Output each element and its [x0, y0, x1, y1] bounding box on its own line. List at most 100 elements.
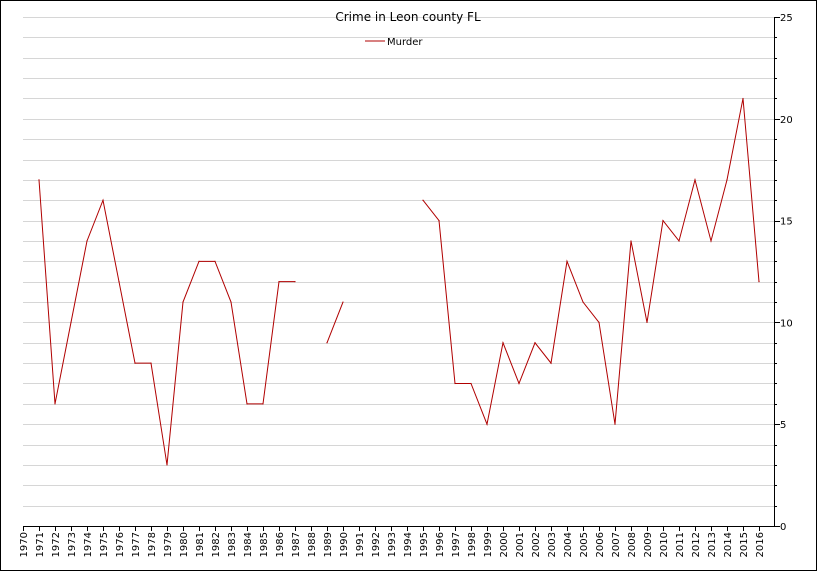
- x-tick-label: 1997: [451, 532, 462, 557]
- y-tick-label: 5: [780, 420, 786, 431]
- data-point: [342, 301, 344, 303]
- x-tick-label: 1983: [227, 532, 238, 557]
- series-lines: [38, 97, 760, 466]
- x-tick-label: 1995: [419, 532, 430, 557]
- data-point: [102, 199, 104, 201]
- data-point: [278, 281, 280, 283]
- x-tick-label: 2009: [643, 532, 654, 557]
- data-point: [262, 403, 264, 405]
- x-tick-label: 2007: [611, 532, 622, 557]
- data-point: [438, 220, 440, 222]
- x-tick-label: 1972: [51, 532, 62, 557]
- x-tick-label: 1986: [275, 532, 286, 557]
- x-tick-label: 1990: [339, 532, 350, 557]
- data-point: [470, 382, 472, 385]
- x-tick-label: 1994: [403, 532, 414, 557]
- x-tick-label: 1976: [115, 532, 126, 557]
- x-tick-label: 1970: [19, 532, 30, 557]
- series-line-segment: [422, 98, 760, 426]
- x-tick-label: 1975: [99, 532, 110, 557]
- y-tick-label: 15: [780, 217, 793, 228]
- data-point: [134, 362, 136, 364]
- x-tick-label: 1991: [355, 532, 366, 557]
- series-line-segment: [326, 301, 344, 343]
- x-tick-label: 2010: [659, 532, 670, 557]
- legend: Murder: [365, 37, 423, 48]
- data-point: [566, 260, 568, 262]
- x-tick-label: 1973: [67, 532, 78, 557]
- y-tick-label: 0: [780, 522, 786, 533]
- data-point: [550, 362, 552, 364]
- legend-label-murder: Murder: [387, 37, 423, 48]
- y-tick-label: 25: [780, 13, 793, 24]
- x-tick-label: 2012: [691, 532, 702, 557]
- x-tick-label: 1977: [131, 532, 142, 557]
- data-point: [182, 301, 184, 303]
- data-point: [614, 423, 616, 425]
- data-point: [710, 240, 712, 242]
- data-point: [454, 382, 456, 385]
- x-tick-label: 1979: [163, 532, 174, 557]
- x-tick-label: 2006: [595, 532, 606, 557]
- data-point: [742, 97, 744, 100]
- chart-title: Crime in Leon county FL: [335, 10, 481, 24]
- x-tick-label: 2002: [531, 532, 542, 557]
- x-tick-label: 1989: [323, 532, 334, 557]
- x-tick-label: 2003: [547, 532, 558, 557]
- x-tick-label: 1985: [259, 532, 270, 557]
- x-tick-label: 1998: [467, 532, 478, 557]
- data-point: [758, 281, 760, 283]
- data-point: [486, 423, 488, 425]
- x-tick-label: 1980: [179, 532, 190, 557]
- data-point: [54, 403, 56, 405]
- data-point: [694, 179, 696, 181]
- data-point: [646, 321, 648, 323]
- data-point: [86, 240, 88, 242]
- x-tick-label: 1982: [211, 532, 222, 557]
- x-tick-label: 2005: [579, 532, 590, 557]
- x-tick-label: 1996: [435, 532, 446, 557]
- data-point: [38, 179, 40, 181]
- x-tick-label: 2011: [675, 532, 686, 557]
- x-tick-label: 1971: [35, 532, 46, 557]
- grid-lines: [23, 17, 774, 507]
- x-tick-label: 2016: [755, 532, 766, 557]
- data-point: [166, 464, 168, 466]
- x-tick-label: 2008: [627, 532, 638, 557]
- y-tick-label: 20: [780, 115, 793, 126]
- y-tick-label: 10: [780, 318, 793, 329]
- x-tick-label: 2014: [723, 532, 734, 557]
- x-tick-label: 1978: [147, 532, 158, 557]
- x-tick-label: 1987: [291, 532, 302, 557]
- data-point: [678, 240, 680, 242]
- x-tick-label: 1999: [483, 532, 494, 557]
- data-point: [726, 179, 728, 181]
- x-tick-label: 2004: [563, 532, 574, 557]
- data-point: [518, 382, 520, 385]
- x-tick-label: 1993: [387, 532, 398, 557]
- x-tick-label: 1988: [307, 532, 318, 557]
- data-point: [198, 260, 200, 262]
- data-point: [630, 240, 632, 242]
- data-point: [598, 321, 600, 323]
- x-tick-label: 2015: [739, 532, 750, 557]
- data-point: [150, 362, 152, 364]
- x-tick-label: 1984: [243, 532, 254, 557]
- data-point: [422, 199, 424, 201]
- data-point: [70, 321, 72, 323]
- axes: 0 5 10 15 20 25 1970 1971 1972 1973 1974 1975 1976 19…: [19, 13, 793, 557]
- data-point: [662, 220, 664, 222]
- x-tick-label: 2000: [499, 532, 510, 557]
- data-point: [214, 260, 216, 262]
- x-tick-label: 2013: [707, 532, 718, 557]
- data-point: [230, 301, 232, 303]
- data-point: [534, 342, 536, 344]
- x-tick-label: 1981: [195, 532, 206, 557]
- x-tick-label: 2001: [515, 532, 526, 557]
- data-point: [582, 301, 584, 303]
- data-point: [246, 403, 248, 405]
- data-point: [294, 281, 296, 283]
- data-point: [118, 281, 120, 283]
